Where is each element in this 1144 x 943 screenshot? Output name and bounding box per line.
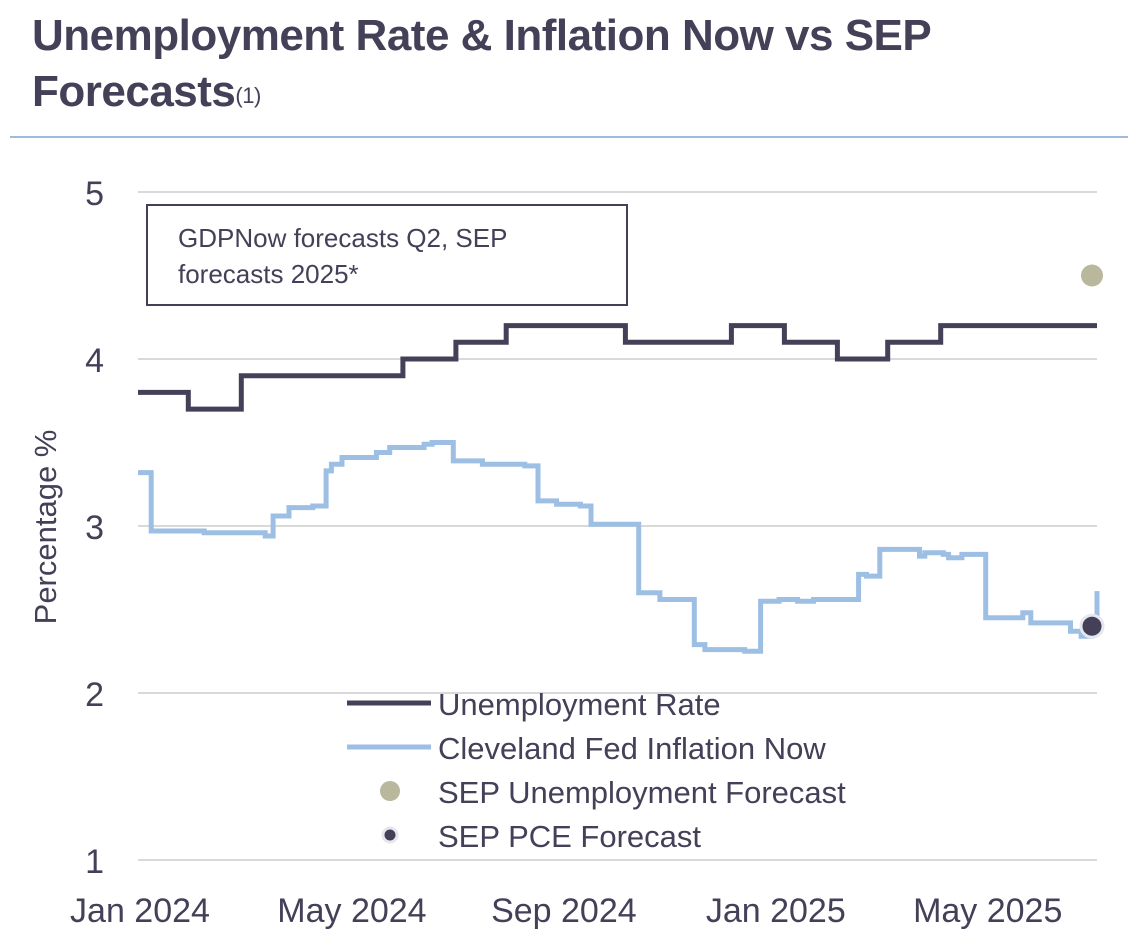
x-tick-label: May 2024	[277, 892, 426, 930]
series-unemployment-rate	[138, 323, 1097, 412]
chart-title-text: Unemployment Rate & Inflation Now vs SEP…	[32, 11, 931, 116]
y-tick-label: 1	[85, 843, 104, 881]
sep-pce-forecast-point	[1079, 613, 1105, 639]
sep-unemployment-forecast-point	[1081, 264, 1103, 287]
legend-label: SEP PCE Forecast	[438, 819, 701, 854]
forecast-points	[1079, 264, 1105, 639]
x-tick-label: Jan 2025	[706, 892, 846, 930]
title-footnote-marker: (1)	[235, 83, 261, 108]
x-tick-label: Jan 2024	[70, 892, 210, 930]
y-axis-tick-labels: 1 2 3 4 5	[85, 175, 104, 881]
chart-title: Unemployment Rate & Inflation Now vs SEP…	[32, 8, 1122, 120]
x-axis-tick-labels: Jan 2024 May 2024 Sep 2024 Jan 2025 May 2025	[70, 892, 1062, 930]
title-divider	[10, 136, 1128, 138]
legend: Unemployment Rate Cleveland Fed Inflation…	[347, 687, 846, 854]
legend-dot-swatch	[381, 826, 399, 844]
annotation-frame	[146, 204, 628, 306]
legend-dot-swatch	[380, 781, 400, 801]
annotation-box: GDPNow forecasts Q2, SEP forecasts 2025*	[146, 204, 628, 306]
legend-label: Cleveland Fed Inflation Now	[438, 731, 826, 766]
x-tick-label: May 2025	[913, 892, 1062, 930]
annotation-line: GDPNow forecasts Q2, SEP	[178, 223, 507, 253]
y-tick-label: 3	[85, 509, 104, 547]
y-axis-label: Percentage %	[28, 430, 63, 625]
x-tick-label: Sep 2024	[491, 892, 637, 930]
y-tick-label: 4	[85, 342, 104, 380]
data-series	[138, 323, 1100, 654]
legend-label: SEP Unemployment Forecast	[438, 775, 846, 810]
y-tick-label: 2	[85, 676, 104, 714]
annotation-line: forecasts 2025*	[178, 259, 359, 289]
y-tick-label: 5	[85, 175, 104, 213]
annotation-text: GDPNow forecasts Q2, SEP forecasts 2025*	[178, 223, 507, 289]
legend-label: Unemployment Rate	[438, 687, 721, 722]
series-cleveland-fed-inflation-now	[138, 440, 1100, 654]
